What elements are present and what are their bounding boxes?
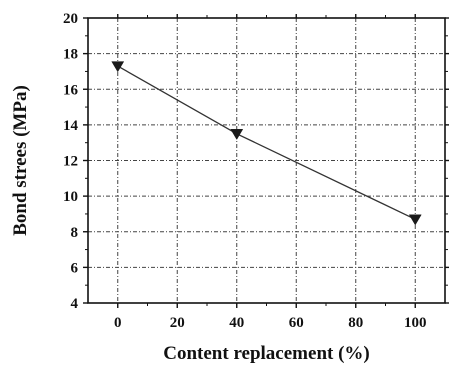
y-tick-label: 6 xyxy=(71,260,79,276)
x-tick-label: 0 xyxy=(114,315,122,331)
y-tick-label: 18 xyxy=(63,47,78,63)
y-tick-label: 14 xyxy=(63,118,79,134)
x-tick-label: 100 xyxy=(404,315,427,331)
y-tick-label: 12 xyxy=(63,154,78,170)
x-tick-label: 20 xyxy=(170,315,185,331)
y-tick-label: 20 xyxy=(63,11,78,27)
y-tick-label: 16 xyxy=(63,82,79,98)
y-tick-label: 10 xyxy=(63,189,78,205)
tick-marks xyxy=(83,14,449,308)
grid-lines xyxy=(88,18,445,303)
series-group xyxy=(111,61,422,226)
y-tick-label: 8 xyxy=(71,225,79,241)
y-tick-label: 4 xyxy=(71,296,79,312)
y-axis-title: Bond strees (MPa) xyxy=(10,85,31,236)
x-axis-title: Content replacement (%) xyxy=(163,343,370,364)
x-tick-label: 80 xyxy=(348,315,363,331)
data-point-marker xyxy=(230,129,244,140)
data-point-marker xyxy=(111,61,125,73)
tick-labels: 0 20 40 60 80 100 4 6 8 10 12 14 16 18 20 xyxy=(63,11,427,331)
x-tick-label: 40 xyxy=(229,315,244,331)
x-tick-label: 60 xyxy=(289,315,304,331)
data-point-marker xyxy=(408,214,422,226)
